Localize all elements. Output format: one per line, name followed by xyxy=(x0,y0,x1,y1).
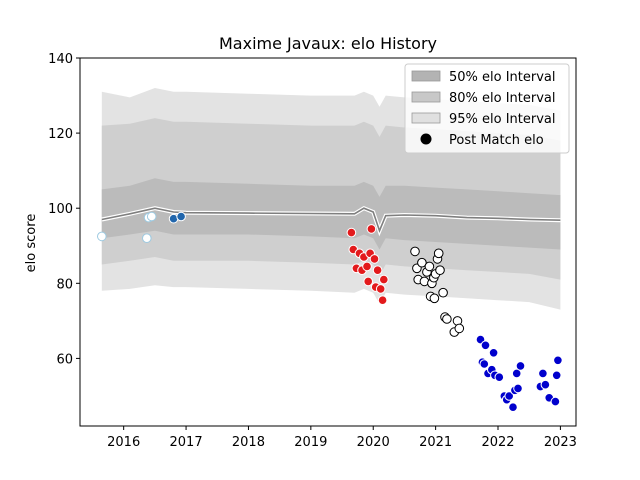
post-match-elo-point xyxy=(504,391,515,401)
post-match-elo-point xyxy=(429,293,440,304)
y-axis: 60 80 100 120 140 xyxy=(48,52,80,367)
post-match-elo-point xyxy=(538,368,548,379)
legend-swatch xyxy=(411,112,441,124)
post-match-elo-point xyxy=(508,402,518,413)
y-tick-label: 140 xyxy=(48,52,73,67)
x-tick-label: 2019 xyxy=(294,435,327,450)
post-match-elo-point xyxy=(346,227,357,238)
y-tick-label: 120 xyxy=(48,127,73,142)
post-match-elo-point xyxy=(435,265,445,276)
post-match-elo-point xyxy=(146,211,157,222)
y-tick-label: 100 xyxy=(48,202,73,217)
post-match-elo-point xyxy=(488,348,499,358)
post-match-elo-point xyxy=(379,274,389,285)
post-match-elo-point xyxy=(377,295,388,306)
post-match-elo-point xyxy=(551,370,562,381)
legend: 50% elo Interval 80% elo Interval 95% elo … xyxy=(404,63,570,154)
y-tick-label: 80 xyxy=(56,277,73,292)
x-tick-label: 2022 xyxy=(481,435,514,450)
x-tick-label: 2016 xyxy=(107,435,140,450)
legend-marker xyxy=(420,133,432,145)
legend-label: 50% elo Interval xyxy=(449,70,556,85)
x-axis: 2016 2017 2018 2019 2020 2021 2022 2023 xyxy=(107,426,577,450)
post-match-elo-point xyxy=(366,224,377,234)
x-tick-label: 2018 xyxy=(232,435,265,450)
post-match-elo-point xyxy=(515,361,526,371)
post-match-elo-point xyxy=(142,233,152,243)
post-match-elo-point xyxy=(176,211,186,222)
post-match-elo-point xyxy=(433,248,444,259)
post-match-elo-point xyxy=(540,379,551,390)
post-match-elo-point xyxy=(375,284,386,294)
post-match-elo-point xyxy=(363,276,374,287)
post-match-elo-point xyxy=(362,261,372,272)
post-match-elo-point xyxy=(454,323,465,334)
y-tick-label: 60 xyxy=(56,352,73,367)
post-match-elo-point xyxy=(494,372,505,383)
legend-label: Post Match elo xyxy=(449,133,544,148)
x-tick-label: 2023 xyxy=(544,435,577,450)
post-match-elo-point xyxy=(410,246,420,257)
legend-swatch xyxy=(411,70,441,82)
legend-label: 80% elo Interval xyxy=(449,91,556,106)
chart-title: Maxime Javaux: elo History xyxy=(219,34,437,53)
legend-swatch xyxy=(411,91,441,103)
post-match-elo-point xyxy=(369,254,380,264)
legend-label: 95% elo Interval xyxy=(449,112,556,127)
post-match-elo-point xyxy=(511,368,522,379)
x-tick-label: 2020 xyxy=(357,435,390,450)
post-match-elo-point xyxy=(442,314,452,324)
post-match-elo-point xyxy=(372,265,383,276)
post-match-elo-point xyxy=(553,355,563,366)
mean-elo-line xyxy=(101,207,561,233)
x-tick-label: 2021 xyxy=(419,435,452,450)
post-match-elo-point xyxy=(424,261,435,272)
post-match-elo-point xyxy=(479,359,490,369)
post-match-elo-point xyxy=(438,287,448,298)
y-axis-label: elo score xyxy=(24,214,39,273)
x-tick-label: 2017 xyxy=(170,435,203,450)
post-match-elo-point xyxy=(513,383,523,394)
post-match-elo-point xyxy=(480,340,491,351)
legend-box xyxy=(404,63,570,154)
post-match-elo-point xyxy=(417,257,427,268)
post-match-elo-point xyxy=(97,231,107,242)
post-match-elo-point xyxy=(550,396,561,407)
plot-frame xyxy=(79,57,577,427)
